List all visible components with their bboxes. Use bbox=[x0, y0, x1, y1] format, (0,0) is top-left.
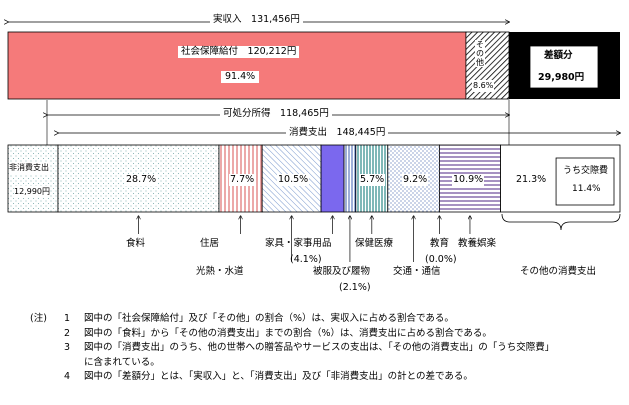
education-pct: (0.0%) bbox=[425, 254, 457, 265]
note-num: 3 bbox=[64, 342, 71, 353]
social-security-pct: 91.4% bbox=[221, 71, 260, 83]
social-expense-bar bbox=[555, 157, 615, 206]
housing-pct: 7.7% bbox=[229, 174, 256, 186]
medical-pct: 5.7% bbox=[359, 174, 386, 186]
furniture-pct: (4.1%) bbox=[290, 254, 322, 265]
note-row: に含まれている。 bbox=[30, 356, 620, 371]
note-num: 4 bbox=[64, 371, 71, 382]
food-pct: 28.7% bbox=[124, 174, 159, 186]
disposable-label: 可処分所得 bbox=[223, 108, 271, 119]
expenditure-bar-4 bbox=[343, 144, 357, 213]
note-text: 図中の「社会保障給付」及び「その他」の割合（%）は、実収入に占める割合である。 bbox=[84, 313, 454, 324]
income-segment-0 bbox=[7, 31, 467, 100]
non-consumption-bar bbox=[7, 144, 59, 213]
food-label: 食料 bbox=[126, 238, 146, 249]
notes-section: (注) 1 図中の「社会保障給付」及び「その他」の割合（%）は、実収入に占める割合で… bbox=[30, 312, 620, 385]
other-consumption-pct: 21.3% bbox=[516, 174, 547, 185]
utilities-label: 光熱・水道 bbox=[196, 266, 244, 277]
note-row: 4 図中の「差額分」とは、「実収入」と、「消費支出」及び「非消費支出」の計との差で… bbox=[30, 370, 620, 385]
note-num: 1 bbox=[64, 313, 71, 324]
clothing-label: 被服及び履物 bbox=[313, 266, 371, 277]
social-expense-pct: 11.4% bbox=[572, 184, 601, 194]
clothing-pct: (2.1%) bbox=[339, 282, 371, 293]
medical-label: 保健医療 bbox=[355, 238, 394, 249]
other-income-pct: 8.6% bbox=[472, 80, 495, 92]
transport-pct: 9.2% bbox=[402, 174, 429, 186]
non-consumption-label: 非消費支出 bbox=[9, 162, 49, 174]
consumption-value: 148,445円 bbox=[336, 127, 386, 138]
income-header: 実収入 131,456円 bbox=[210, 14, 303, 26]
other-consumption-label: その他の消費支出 bbox=[520, 266, 597, 277]
consumption-header: 消費支出 148,445円 bbox=[286, 127, 389, 139]
income-label: 実収入 bbox=[213, 14, 242, 25]
note-text: 図中の「食料」から「その他の消費支出」までの割合（%）は、消費支出に占める割合で… bbox=[84, 327, 492, 339]
note-row: 3 図中の「消費支出」のうち、他の世帯への贈答品やサービスの支出は、「その他の消費… bbox=[30, 341, 620, 356]
household-budget-chart bbox=[0, 0, 629, 262]
expenditure-bar-6 bbox=[387, 144, 440, 213]
income-value: 131,456円 bbox=[251, 14, 300, 25]
education-label: 教育 bbox=[430, 238, 450, 249]
other-consumption-brace bbox=[501, 213, 621, 231]
note-text: 図中の「差額分」とは、「実収入」と、「消費支出」及び「非消費支出」の計との差であ… bbox=[84, 371, 473, 382]
housing-label: 住居 bbox=[200, 238, 220, 249]
note-text: 図中の「消費支出」のうち、他の世帯への贈答品やサービスの支出は、「その他の消費支… bbox=[84, 342, 555, 353]
culture-label: 教養娯楽 bbox=[458, 238, 497, 249]
note-text: に含まれている。 bbox=[84, 356, 160, 368]
transport-label: 交通・通信 bbox=[393, 266, 441, 277]
other-income-label: その他 bbox=[475, 40, 485, 67]
notes-head: (注) bbox=[30, 313, 47, 324]
social-security-label: 社会保障給付 120,212円 bbox=[178, 46, 300, 58]
non-consumption-value: 12,990円 bbox=[14, 186, 50, 198]
culture-pct: 10.9% bbox=[452, 174, 485, 186]
consumption-label: 消費支出 bbox=[289, 127, 328, 138]
utilities-pct: 10.5% bbox=[277, 174, 310, 186]
disposable-value: 118,465円 bbox=[280, 108, 329, 119]
deficit-label: 差額分 bbox=[544, 50, 573, 61]
note-num bbox=[64, 356, 84, 371]
expenditure-bar-3 bbox=[320, 144, 345, 213]
deficit-box bbox=[529, 45, 599, 89]
disposable-header: 可処分所得 118,465円 bbox=[220, 108, 332, 120]
furniture-label: 家具・家事用品 bbox=[265, 238, 332, 249]
social-expense-label: うち交際費 bbox=[563, 166, 609, 176]
note-num: 2 bbox=[64, 327, 71, 339]
deficit-value: 29,980円 bbox=[538, 72, 585, 83]
note-row: 2 図中の「食料」から「その他の消費支出」までの割合（%）は、消費支出に占める割合… bbox=[30, 327, 620, 342]
note-row: (注) 1 図中の「社会保障給付」及び「その他」の割合（%）は、実収入に占める割合で… bbox=[30, 312, 620, 327]
